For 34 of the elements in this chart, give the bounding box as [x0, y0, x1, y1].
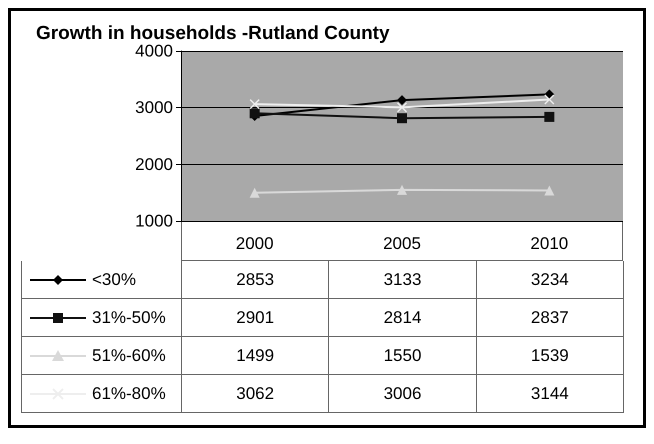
chart-title: Growth in households -Rutland County	[36, 23, 390, 44]
data-label: 3062	[182, 375, 330, 413]
legend-label: <30%	[92, 270, 136, 290]
x-tick-label: 2005	[383, 234, 421, 253]
x-tick-label: 2010	[530, 234, 568, 253]
data-label: 1550	[329, 337, 477, 375]
data-label: 1499	[182, 337, 330, 375]
point	[250, 108, 260, 118]
data-label: 2901	[182, 299, 330, 337]
point	[544, 112, 554, 122]
data-label: 2837	[476, 299, 624, 337]
data-label: 3234	[476, 261, 624, 299]
point	[397, 102, 407, 112]
point	[250, 99, 260, 110]
point	[397, 184, 407, 195]
data-label: 2814	[329, 299, 477, 337]
x-tick-label: 2000	[236, 234, 274, 253]
point	[544, 185, 554, 196]
data-label: 3006	[329, 375, 477, 413]
data-label: 3144	[476, 375, 624, 413]
y-tick-label: 4000	[135, 42, 173, 60]
point	[397, 95, 407, 106]
legend-label: 61%-80%	[92, 384, 166, 404]
data-label: 2853	[182, 261, 330, 299]
y-tick-label: 1000	[135, 212, 173, 230]
data-label: 1539	[476, 337, 624, 375]
point	[544, 94, 554, 105]
y-tick-label: 3000	[135, 98, 173, 118]
data-label: 3133	[329, 261, 477, 299]
legend-label: 31%-50%	[92, 308, 166, 328]
legend-label: 51%-60%	[92, 346, 166, 366]
y-tick-label: 2000	[135, 154, 173, 174]
point	[250, 188, 260, 198]
point	[397, 113, 407, 124]
